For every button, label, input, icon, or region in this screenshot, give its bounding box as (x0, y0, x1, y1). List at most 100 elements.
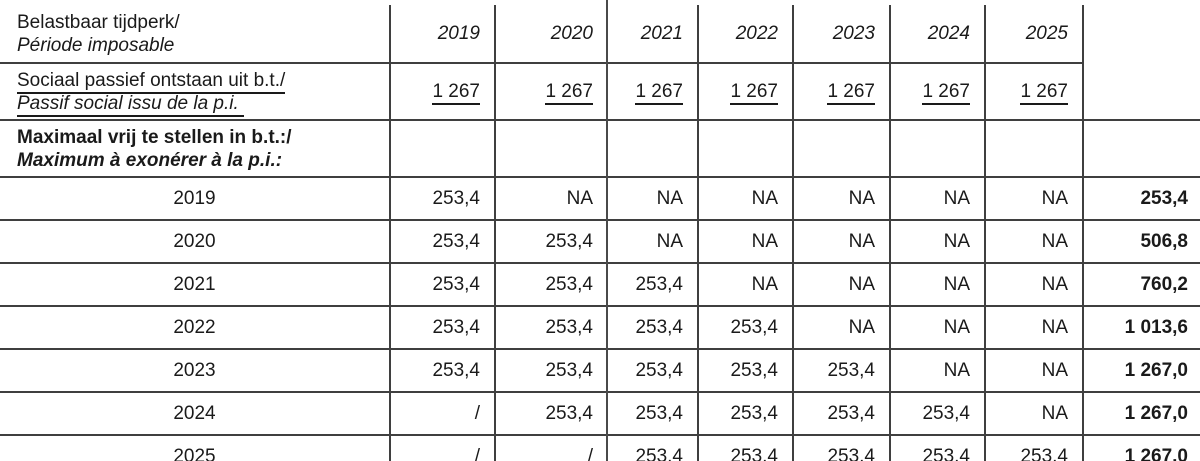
passif-label-cell: Sociaal passief ontstaan uit b.t./ Passi… (0, 63, 391, 121)
max-exempt-label-nl: Maximaal vrij te stellen in b.t.:/ (17, 126, 292, 148)
amount-cell: NA (607, 177, 699, 221)
amount-cell: 253,4 (607, 435, 699, 461)
amount-cell: 253,4 (390, 220, 496, 264)
total-cell: 1 013,6 (1083, 306, 1200, 350)
amount-cell: NA (698, 177, 794, 221)
passif-value: 1 267 (545, 80, 593, 105)
period-label-cell: Belastbaar tijdperk/ Période imposable (0, 5, 391, 64)
total-cell: 1 267,0 (1083, 349, 1200, 393)
amount-cell: NA (698, 263, 794, 307)
amount-cell: NA (793, 306, 891, 350)
amount-cell: NA (985, 349, 1084, 393)
amount-cell: NA (890, 306, 986, 350)
year-column-header-2025: 2025 (985, 5, 1084, 64)
passif-value-cell: 1 267 (698, 63, 794, 121)
amount-cell: 253,4 (495, 306, 607, 350)
passif-value: 1 267 (922, 80, 970, 105)
social-passif-exemption-table: Belastbaar tijdperk/ Période imposable 2… (0, 5, 1200, 461)
empty-cell (698, 120, 794, 178)
page-fold-mark (606, 0, 608, 461)
amount-cell: 253,4 (390, 349, 496, 393)
amount-cell: NA (985, 177, 1084, 221)
passif-value: 1 267 (1020, 80, 1068, 105)
amount-cell: 253,4 (793, 392, 891, 436)
table-row-2020: 2020 253,4 253,4 NA NA NA NA NA 506,8 (0, 220, 1200, 264)
year-column-header-2022: 2022 (698, 5, 794, 64)
passif-value-cell: 1 267 (495, 63, 607, 121)
amount-cell: NA (890, 349, 986, 393)
passif-value-cell: 1 267 (607, 63, 699, 121)
year-column-header-2021: 2021 (607, 5, 699, 64)
passif-value-cell: 1 267 (793, 63, 891, 121)
max-exempt-label-fr: Maximum à exonérer à la p.i.: (17, 149, 283, 171)
amount-cell: 253,4 (495, 220, 607, 264)
amount-cell: NA (890, 220, 986, 264)
period-label-fr: Période imposable (17, 34, 175, 56)
amount-cell: NA (890, 263, 986, 307)
amount-cell: 253,4 (607, 349, 699, 393)
amount-cell: 253,4 (698, 392, 794, 436)
passif-label-fr: Passif social issu de la p.i. (17, 92, 245, 117)
passif-value-cell: 1 267 (390, 63, 496, 121)
amount-cell: NA (890, 177, 986, 221)
amount-cell: 253,4 (495, 349, 607, 393)
amount-cell: NA (985, 220, 1084, 264)
amount-cell: 253,4 (698, 349, 794, 393)
row-label: 2023 (0, 349, 391, 393)
amount-cell: 253,4 (495, 263, 607, 307)
total-cell: 1 267,0 (1083, 392, 1200, 436)
amount-cell: 253,4 (495, 392, 607, 436)
amount-cell: NA (985, 263, 1084, 307)
amount-cell: / (390, 392, 496, 436)
amount-cell: NA (607, 220, 699, 264)
row-label: 2024 (0, 392, 391, 436)
total-cell: 760,2 (1083, 263, 1200, 307)
amount-cell: 253,4 (698, 435, 794, 461)
amount-cell: 253,4 (890, 435, 986, 461)
passif-value-cell: 1 267 (985, 63, 1084, 121)
passif-value: 1 267 (432, 80, 480, 105)
passif-value-cell: 1 267 (890, 63, 986, 121)
row-label: 2022 (0, 306, 391, 350)
amount-cell: / (587, 445, 593, 461)
empty-cell (495, 120, 607, 178)
passif-value: 1 267 (635, 80, 683, 105)
amount-cell: 253,4 (793, 349, 891, 393)
amount-cell: NA (793, 177, 891, 221)
amount-cell: NA (985, 392, 1084, 436)
year-column-header-2024: 2024 (890, 5, 986, 64)
table-row-2024: 2024 / 253,4 253,4 253,4 253,4 253,4 NA … (0, 392, 1200, 436)
year-column-header-2023: 2023 (793, 5, 891, 64)
empty-cell (890, 120, 986, 178)
amount-cell: 253,4 (607, 263, 699, 307)
amount-cell: 253,4 (985, 435, 1084, 461)
table-row-2025: 2025 / / 253,4 253,4 253,4 253,4 253,4 1… (0, 435, 1200, 461)
empty-cell (390, 120, 496, 178)
amount-cell: NA (698, 220, 794, 264)
year-column-header-2020: 2020 (495, 5, 607, 64)
amount-cell: NA (793, 220, 891, 264)
empty-cell (985, 120, 1084, 178)
total-cell: 506,8 (1083, 220, 1200, 264)
row-label: 2021 (0, 263, 391, 307)
max-exempt-label-cell: Maximaal vrij te stellen in b.t.:/ Maxim… (0, 120, 391, 178)
amount-cell: 253,4 (390, 306, 496, 350)
total-cell: 1 267,0 (1124, 445, 1188, 461)
table-row-2022: 2022 253,4 253,4 253,4 253,4 NA NA NA 1 … (0, 306, 1200, 350)
amount-cell: 253,4 (793, 435, 891, 461)
amount-cell: 253,4 (390, 263, 496, 307)
amount-cell: NA (985, 306, 1084, 350)
total-column-header-cell (1083, 5, 1200, 121)
table-row-2019: 2019 253,4 NA NA NA NA NA NA 253,4 (0, 177, 1200, 221)
passif-label-nl: Sociaal passief ontstaan uit b.t./ (17, 69, 286, 94)
amount-cell: 253,4 (698, 306, 794, 350)
amount-cell: NA (495, 177, 607, 221)
amount-cell: 253,4 (390, 177, 496, 221)
empty-total-cell (1083, 120, 1200, 178)
year-column-header-2019: 2019 (390, 5, 496, 64)
table-row-2021: 2021 253,4 253,4 253,4 NA NA NA NA 760,2 (0, 263, 1200, 307)
empty-cell (793, 120, 891, 178)
row-label: 2019 (0, 177, 391, 221)
total-cell: 253,4 (1083, 177, 1200, 221)
